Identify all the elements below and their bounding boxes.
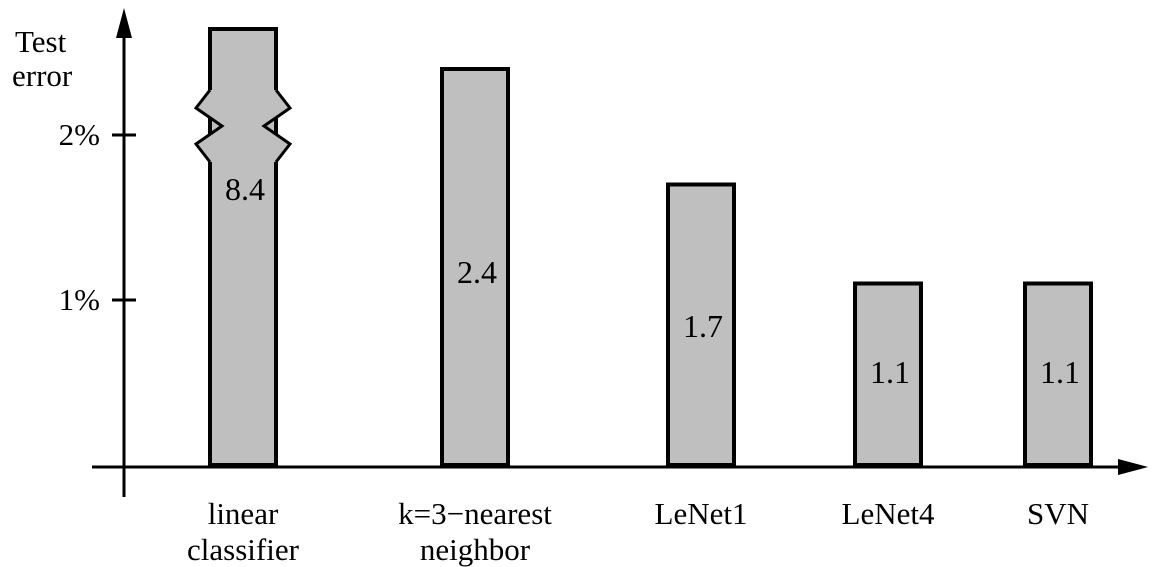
category-label-1-line-1: linear — [208, 496, 279, 531]
y-ticks: 1% 2% — [59, 117, 136, 317]
axis-break-fill — [196, 90, 290, 162]
bar-4 — [853, 281, 923, 467]
value-labels: 8.4 2.4 1.7 1.1 1.1 — [225, 171, 1080, 390]
y-tick-label-2: 2% — [59, 117, 100, 152]
axis-break-left-icon — [193, 89, 225, 163]
category-label-2-line-2: neighbor — [420, 532, 531, 567]
x-axis-arrow-icon — [1118, 459, 1148, 475]
category-label-3-line-1: LeNet1 — [655, 496, 748, 531]
category-label-2-line-1: k=3−nearest — [398, 496, 552, 531]
value-label-4: 1.1 — [870, 354, 910, 390]
y-axis-arrow-icon — [116, 8, 132, 38]
category-label-1-line-2: classifier — [187, 532, 300, 567]
bars — [193, 27, 1093, 467]
value-label-3: 1.7 — [683, 308, 723, 344]
value-label-2: 2.4 — [457, 254, 497, 290]
category-label-4-line-1: LeNet4 — [842, 496, 935, 531]
axis-break-right-icon — [261, 89, 293, 163]
y-axis-label-line-1: Test — [15, 24, 67, 59]
y-axis-label-line-2: error — [12, 58, 73, 93]
y-tick-label-1: 1% — [59, 282, 100, 317]
value-label-5: 1.1 — [1040, 354, 1080, 390]
y-axis-label: Test error — [12, 24, 73, 93]
bar-3 — [666, 182, 736, 467]
bar-2 — [440, 67, 510, 467]
category-label-5-line-1: SVN — [1027, 496, 1089, 531]
value-label-1: 8.4 — [225, 171, 265, 207]
bar-5 — [1023, 281, 1093, 467]
